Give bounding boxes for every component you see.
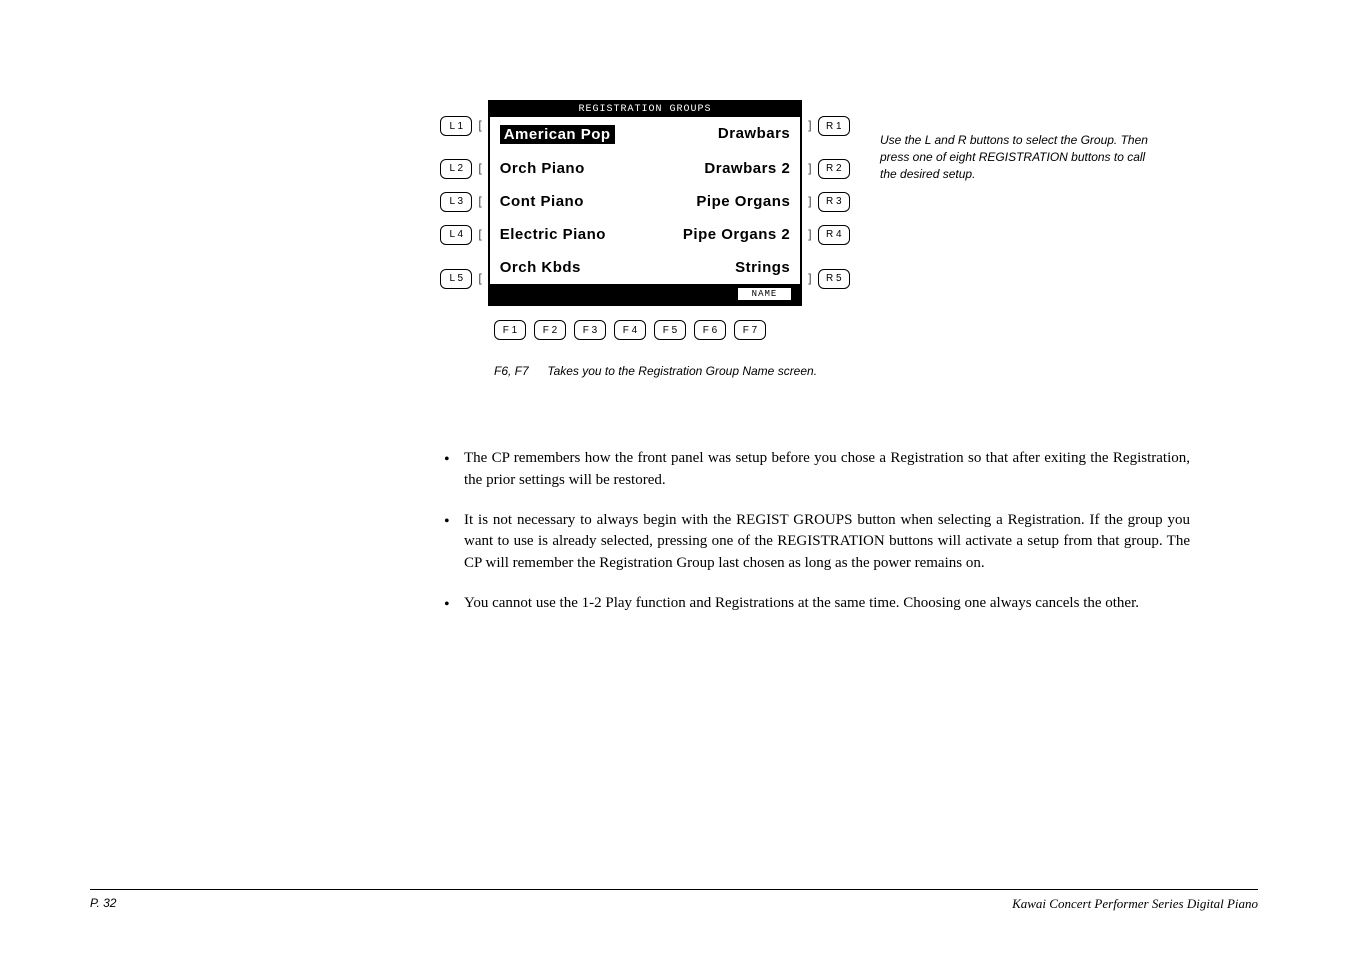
button-l5[interactable]: L 5	[440, 269, 472, 289]
bracket-icon: ]	[806, 119, 813, 133]
button-l1[interactable]: L 1	[440, 116, 472, 136]
f-caption-text: Takes you to the Registration Group Name…	[547, 364, 817, 378]
bracket-icon: ]	[806, 272, 813, 286]
group-left-4: Electric Piano	[500, 226, 606, 243]
bracket-icon: [	[476, 119, 483, 133]
button-r1[interactable]: R 1	[818, 116, 850, 136]
bracket-icon: [	[476, 272, 483, 286]
button-r5[interactable]: R 5	[818, 269, 850, 289]
button-f3[interactable]: F 3	[574, 320, 606, 340]
bracket-icon: ]	[806, 228, 813, 242]
group-right-4: Pipe Organs 2	[683, 226, 790, 243]
button-r3[interactable]: R 3	[818, 192, 850, 212]
page-number: P. 32	[90, 896, 116, 912]
group-left-2: Orch Piano	[500, 160, 585, 177]
diagram-row: L 1 [ REGISTRATION GROUPS American Pop D…	[440, 100, 1200, 378]
button-f6[interactable]: F 6	[694, 320, 726, 340]
footer-brand: Kawai Concert Performer Series Digital P…	[1012, 896, 1258, 912]
bracket-icon: ]	[806, 195, 813, 209]
button-l2[interactable]: L 2	[440, 159, 472, 179]
group-right-1: Drawbars	[718, 125, 790, 144]
lcd-footer: NAME	[490, 284, 801, 304]
group-left-5: Orch Kbds	[500, 259, 581, 276]
bullet-item: It is not necessary to always begin with…	[440, 510, 1190, 575]
bracket-icon: ]	[806, 162, 813, 176]
button-f2[interactable]: F 2	[534, 320, 566, 340]
f-caption: F6, F7 Takes you to the Registration Gro…	[494, 364, 850, 378]
group-left-1: American Pop	[500, 125, 615, 144]
button-r2[interactable]: R 2	[818, 159, 850, 179]
lcd-header: REGISTRATION GROUPS	[490, 102, 801, 117]
lcd-screen: REGISTRATION GROUPS American Pop Drawbar…	[488, 100, 803, 152]
button-f4[interactable]: F 4	[614, 320, 646, 340]
button-f7[interactable]: F 7	[734, 320, 766, 340]
button-l4[interactable]: L 4	[440, 225, 472, 245]
page-content: L 1 [ REGISTRATION GROUPS American Pop D…	[440, 100, 1200, 633]
lcd-diagram: L 1 [ REGISTRATION GROUPS American Pop D…	[440, 100, 850, 378]
side-note: Use the L and R buttons to select the Gr…	[880, 132, 1160, 182]
bullet-item: You cannot use the 1-2 Play function and…	[440, 593, 1190, 615]
f-button-row: F 1 F 2 F 3 F 4 F 5 F 6 F 7	[494, 320, 850, 340]
group-right-3: Pipe Organs	[696, 193, 790, 210]
bullet-list: The CP remembers how the front panel was…	[440, 448, 1190, 615]
button-l3[interactable]: L 3	[440, 192, 472, 212]
f-caption-keys: F6, F7	[494, 364, 544, 378]
group-left-3: Cont Piano	[500, 193, 584, 210]
button-f1[interactable]: F 1	[494, 320, 526, 340]
page-footer: P. 32 Kawai Concert Performer Series Dig…	[90, 889, 1258, 912]
bracket-icon: [	[476, 195, 483, 209]
bullet-item: The CP remembers how the front panel was…	[440, 448, 1190, 492]
bracket-icon: [	[476, 162, 483, 176]
bracket-icon: [	[476, 228, 483, 242]
name-label: NAME	[737, 287, 793, 301]
button-f5[interactable]: F 5	[654, 320, 686, 340]
button-r4[interactable]: R 4	[818, 225, 850, 245]
group-right-2: Drawbars 2	[704, 160, 790, 177]
group-right-5: Strings	[735, 259, 790, 276]
